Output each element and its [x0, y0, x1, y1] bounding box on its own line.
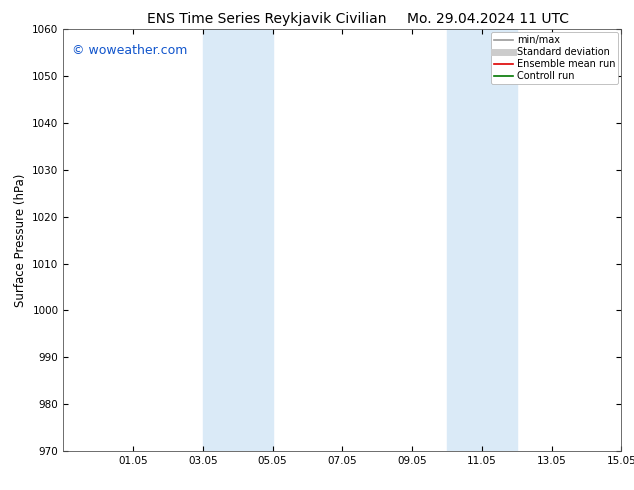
- Text: Mo. 29.04.2024 11 UTC: Mo. 29.04.2024 11 UTC: [407, 12, 569, 26]
- Text: ENS Time Series Reykjavik Civilian: ENS Time Series Reykjavik Civilian: [146, 12, 386, 26]
- Bar: [203, 29, 273, 451]
- Y-axis label: Surface Pressure (hPa): Surface Pressure (hPa): [14, 173, 27, 307]
- Bar: [447, 29, 517, 451]
- Legend: min/max, Standard deviation, Ensemble mean run, Controll run: min/max, Standard deviation, Ensemble me…: [491, 32, 618, 84]
- Text: © woweather.com: © woweather.com: [72, 44, 187, 57]
